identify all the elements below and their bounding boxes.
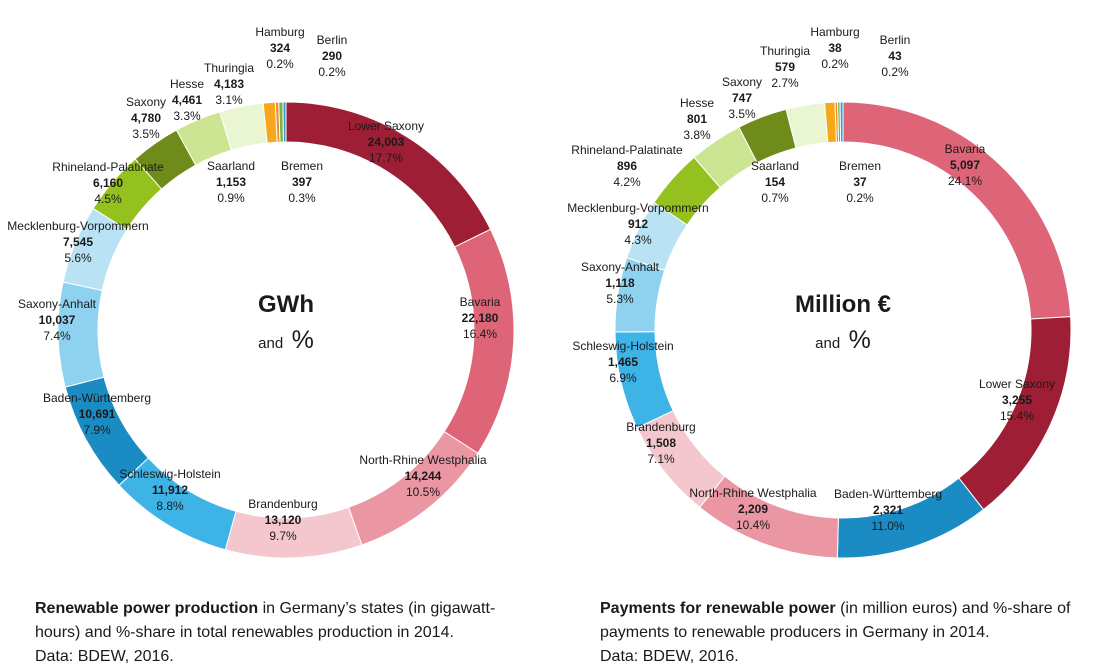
center-unit-label: GWh	[258, 291, 314, 318]
slice-label: Hesse 4,461 3.3%	[170, 77, 204, 123]
slice-label: Bavaria 22,180 16.4%	[460, 295, 501, 341]
slice-label: Lower Saxony 24,003 17.7%	[348, 119, 424, 165]
slice-label: Saxony 4,780 3.5%	[126, 95, 166, 141]
caption-text: in Germany’s states (in gigawatt-hours) …	[35, 600, 496, 641]
donut-chart-production: Lower Saxony 24,003 17.7% Bavaria 22,180 16.4…	[7, 25, 515, 559]
slice-label: Brandenburg 1,508 7.1%	[626, 420, 695, 466]
slice-berlin	[839, 101, 844, 143]
slice-label: Saarland 154 0.7%	[751, 159, 799, 205]
slice-label: Thuringia 4,183 3.1%	[204, 61, 254, 107]
caption-production: Renewable power production in Germany’s …	[35, 597, 505, 669]
slice-label: Mecklenburg-Vorpommern 7,545 5.6%	[7, 219, 148, 265]
slice-label: Saarland 1,153 0.9%	[207, 159, 255, 205]
slice-bavaria	[842, 101, 1072, 320]
slice-label: Saxony-Anhalt 1,118 5.3%	[581, 260, 660, 306]
caption-text: (in million euros) and %-share of paymen…	[600, 600, 1071, 641]
donut-charts: Lower Saxony 24,003 17.7% Bavaria 22,180 16.4…	[7, 25, 1072, 559]
slice-label: Bremen 397 0.3%	[281, 159, 323, 205]
slice-label: Saxony-Anhalt 10,037 7.4%	[18, 297, 97, 343]
slice-label: Hesse 801 3.8%	[680, 96, 714, 142]
caption-source: Data: BDEW, 2016.	[600, 648, 739, 665]
caption-title: Payments for renewable power	[600, 600, 836, 617]
caption-title: Renewable power production	[35, 600, 259, 617]
slice-label: Bavaria 5,097 24.1%	[945, 142, 986, 188]
slice-label: Schleswig-Holstein 1,465 6.9%	[572, 339, 673, 385]
donut-chart-payments: Bavaria 5,097 24.1% Lower Saxony 3,255 15.4% B…	[567, 25, 1072, 559]
slice-label: North-Rhine Westphalia 14,244 10.5%	[359, 453, 486, 499]
slice-label: Thuringia 579 2.7%	[760, 44, 810, 90]
slice-label: Saxony 747 3.5%	[722, 75, 762, 121]
slice-label: Bremen 37 0.2%	[839, 159, 881, 205]
slice-label: Rhineland-Palatinate 896 4.2%	[571, 143, 683, 189]
slice-label: Berlin 43 0.2%	[880, 33, 911, 79]
slice-label: Baden-Württemberg 2,321 11.0%	[834, 487, 942, 533]
center-unit-label: Million €	[795, 291, 891, 318]
center-and-pct: and %	[815, 326, 871, 354]
slice-label: Baden-Württemberg 10,691 7.9%	[43, 391, 151, 437]
slice-label: Lower Saxony 3,255 15.4%	[979, 377, 1055, 423]
caption-payments: Payments for renewable power (in million…	[600, 597, 1090, 669]
slice-bavaria	[443, 228, 515, 454]
slice-label: Brandenburg 13,120 9.7%	[248, 497, 317, 543]
center-and-pct: and %	[258, 326, 314, 354]
slice-label: North-Rhine Westphalia 2,209 10.4%	[689, 486, 816, 532]
slice-label: Hamburg 324 0.2%	[255, 25, 304, 71]
caption-source: Data: BDEW, 2016.	[35, 648, 174, 665]
slice-label: Mecklenburg-Vorpommern 912 4.3%	[567, 201, 708, 247]
slice-label: Rhineland-Palatinate 6,160 4.5%	[52, 160, 164, 206]
slice-label: Schleswig-Holstein 11,912 8.8%	[119, 467, 220, 513]
slice-berlin	[282, 101, 287, 143]
slice-label: Berlin 290 0.2%	[317, 33, 348, 79]
slice-label: Hamburg 38 0.2%	[810, 25, 859, 71]
